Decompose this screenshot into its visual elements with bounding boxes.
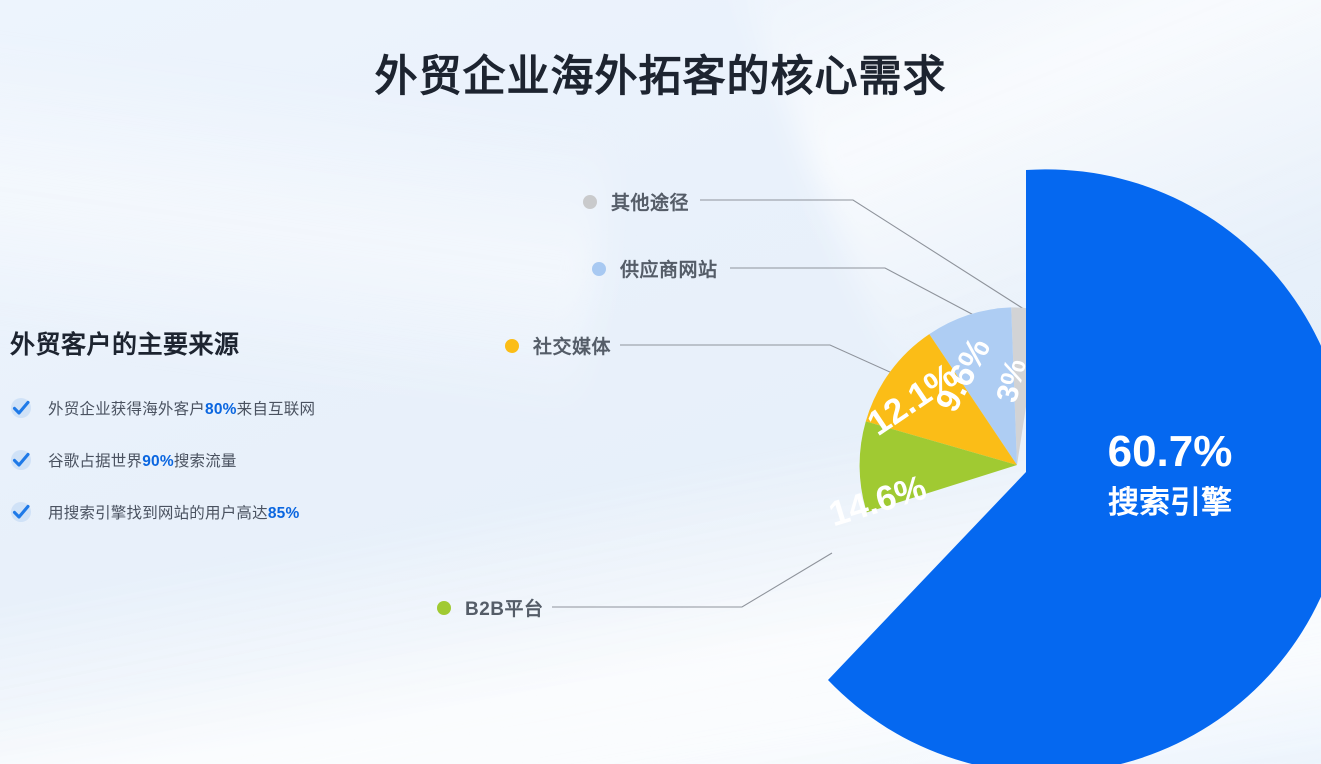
page-title: 外贸企业海外拓客的核心需求	[374, 53, 947, 101]
legend-item-social[interactable]: 社交媒体	[505, 332, 611, 359]
leader-line-b2b	[552, 552, 833, 608]
list-item: 外贸企业获得海外客户80%来自互联网	[10, 397, 430, 419]
pie-slice-search-engine	[828, 169, 1321, 764]
sources-panel: 外贸客户的主要来源 外贸企业获得海外客户80%来自互联网 谷歌占据世界90%搜索…	[10, 325, 430, 553]
legend-dot-other	[583, 194, 597, 209]
legend-dot-b2b	[437, 600, 451, 615]
pie-slice-b2b	[859, 421, 1017, 513]
list-item-text: 用搜索引擎找到网站的用户高达85%	[48, 505, 300, 522]
legend-label-supplier: 供应商网站	[620, 260, 718, 281]
list-item-text: 外贸企业获得海外客户80%来自互联网	[48, 401, 316, 418]
pie-slice-social	[865, 334, 1017, 465]
legend-label-social: 社交媒体	[533, 337, 612, 358]
legend-item-b2b[interactable]: B2B平台	[437, 594, 544, 621]
leader-line-supplier	[730, 267, 1003, 331]
slice-label-search-engine-name: 搜索引擎	[1108, 485, 1232, 520]
legend-item-supplier[interactable]: 供应商网站	[592, 255, 718, 282]
legend-dot-social	[505, 338, 519, 353]
slice-label-supplier: 9.6%	[928, 332, 998, 418]
leader-line-other	[700, 199, 1031, 314]
list-item: 谷歌占据世界90%搜索流量	[10, 449, 430, 471]
pie-slice-other	[1011, 307, 1041, 465]
legend-item-other[interactable]: 其他途径	[583, 188, 689, 215]
legend-label-other: 其他途径	[611, 193, 690, 214]
check-icon	[10, 449, 32, 471]
list-item-text: 谷歌占据世界90%搜索流量	[48, 453, 237, 470]
sources-panel-heading: 外贸客户的主要来源	[10, 331, 240, 359]
slice-label-b2b: 14.6%	[824, 468, 930, 534]
pie-slice-supplier	[929, 307, 1017, 465]
legend-label-b2b: B2B平台	[465, 599, 544, 620]
leader-line-social	[620, 344, 944, 397]
slice-label-other: 3%	[991, 356, 1034, 406]
slice-label-search-engine-value: 60.7%	[1108, 427, 1233, 476]
check-icon	[10, 397, 32, 419]
slice-label-social: 12.1%	[861, 356, 965, 444]
list-item: 用搜索引擎找到网站的用户高达85%	[10, 501, 430, 523]
legend-dot-supplier	[592, 261, 606, 276]
check-icon	[10, 501, 32, 523]
